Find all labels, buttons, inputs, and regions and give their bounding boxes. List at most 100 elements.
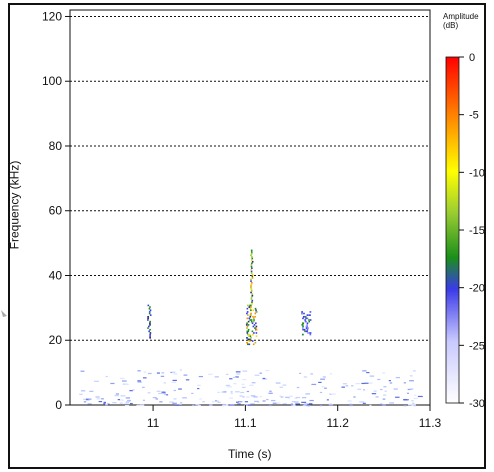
plot-area bbox=[69, 9, 431, 406]
noise-mark bbox=[214, 376, 219, 378]
noise-mark bbox=[294, 397, 298, 399]
noise-mark bbox=[132, 389, 135, 391]
noise-mark bbox=[296, 386, 300, 389]
noise-mark bbox=[383, 386, 387, 388]
call-mark bbox=[301, 333, 304, 336]
noise-mark bbox=[361, 382, 365, 385]
call-mark bbox=[148, 307, 151, 310]
call-mark bbox=[309, 311, 312, 313]
noise-mark bbox=[179, 403, 182, 405]
call-mark bbox=[251, 340, 254, 342]
noise-mark bbox=[303, 404, 308, 406]
colorbar-tick-label: 0 bbox=[469, 52, 475, 64]
call-mark bbox=[248, 335, 250, 337]
colorbar-tick-label: -5 bbox=[469, 110, 479, 122]
call-mark bbox=[302, 325, 304, 328]
noise-mark bbox=[80, 390, 86, 392]
call-mark bbox=[246, 322, 248, 325]
noise-mark bbox=[139, 404, 145, 406]
noise-mark bbox=[120, 395, 126, 397]
call-mark bbox=[302, 315, 305, 318]
noise-mark bbox=[222, 403, 227, 406]
call-mark bbox=[148, 330, 150, 333]
call-mark bbox=[246, 312, 248, 315]
noise-mark bbox=[320, 378, 326, 380]
noise-mark bbox=[275, 382, 281, 384]
call-mark bbox=[250, 286, 252, 289]
noise-mark bbox=[329, 403, 332, 405]
noise-mark bbox=[103, 403, 106, 405]
call-mark bbox=[148, 312, 151, 315]
call-mark bbox=[302, 317, 304, 320]
call-mark bbox=[248, 306, 251, 308]
call-mark bbox=[149, 322, 151, 325]
noise-mark bbox=[411, 400, 414, 402]
noise-mark bbox=[353, 396, 356, 398]
call-mark bbox=[248, 340, 251, 342]
call-mark bbox=[251, 301, 253, 303]
call-mark bbox=[247, 343, 249, 346]
call-mark bbox=[149, 328, 151, 331]
noise-mark bbox=[93, 380, 99, 382]
call-mark bbox=[254, 315, 256, 318]
noise-mark bbox=[330, 393, 336, 395]
noise-mark bbox=[112, 402, 117, 404]
noise-mark bbox=[249, 384, 254, 386]
noise-mark bbox=[195, 404, 200, 406]
call-mark bbox=[147, 304, 150, 307]
noise-mark bbox=[198, 404, 201, 407]
noise-mark bbox=[250, 403, 255, 405]
noise-mark bbox=[244, 404, 249, 406]
noise-mark bbox=[380, 403, 383, 405]
noise-mark bbox=[362, 389, 366, 391]
noise-mark bbox=[165, 394, 169, 396]
noise-mark bbox=[156, 372, 160, 374]
noise-mark bbox=[147, 392, 151, 394]
noise-mark bbox=[412, 370, 416, 372]
noise-mark bbox=[329, 393, 333, 395]
noise-mark bbox=[124, 404, 130, 407]
noise-mark bbox=[235, 401, 239, 403]
call-mark bbox=[301, 324, 304, 326]
call-mark bbox=[302, 322, 304, 325]
noise-mark bbox=[403, 398, 408, 401]
noise-mark bbox=[266, 398, 269, 401]
call-mark bbox=[253, 324, 256, 326]
noise-mark bbox=[341, 386, 345, 388]
call-mark bbox=[247, 304, 249, 307]
noise-mark bbox=[413, 404, 416, 407]
call-mark bbox=[147, 327, 149, 329]
noise-mark bbox=[202, 401, 206, 403]
colorbar-tick-label: -15 bbox=[469, 225, 485, 237]
noise-mark bbox=[301, 401, 307, 403]
noise-mark bbox=[85, 399, 90, 401]
noise-mark bbox=[98, 400, 103, 403]
noise-mark bbox=[294, 401, 299, 403]
call-mark bbox=[306, 324, 308, 326]
noise-mark bbox=[262, 377, 266, 380]
call-mark bbox=[309, 314, 311, 316]
noise-mark bbox=[345, 385, 349, 387]
noise-mark bbox=[306, 404, 310, 407]
noise-mark bbox=[236, 373, 241, 375]
noise-mark bbox=[290, 404, 294, 406]
call-mark bbox=[303, 328, 306, 331]
call-mark bbox=[247, 320, 250, 323]
noise-mark bbox=[105, 403, 108, 406]
noise-mark bbox=[242, 386, 246, 389]
noise-mark bbox=[185, 379, 190, 381]
noise-mark bbox=[326, 399, 329, 401]
call-mark bbox=[301, 312, 304, 315]
call-mark bbox=[247, 333, 249, 336]
call-mark bbox=[254, 341, 257, 344]
noise-mark bbox=[262, 378, 268, 380]
call-mark bbox=[247, 338, 250, 341]
call-mark bbox=[249, 315, 252, 318]
call-mark bbox=[250, 291, 252, 294]
noise-mark bbox=[276, 402, 281, 404]
x-tick-label: 11.2 bbox=[326, 416, 349, 430]
colorbar-tick-label: -25 bbox=[469, 340, 485, 352]
call-mark bbox=[149, 333, 151, 336]
call-mark bbox=[253, 319, 255, 321]
call-mark bbox=[255, 322, 257, 325]
